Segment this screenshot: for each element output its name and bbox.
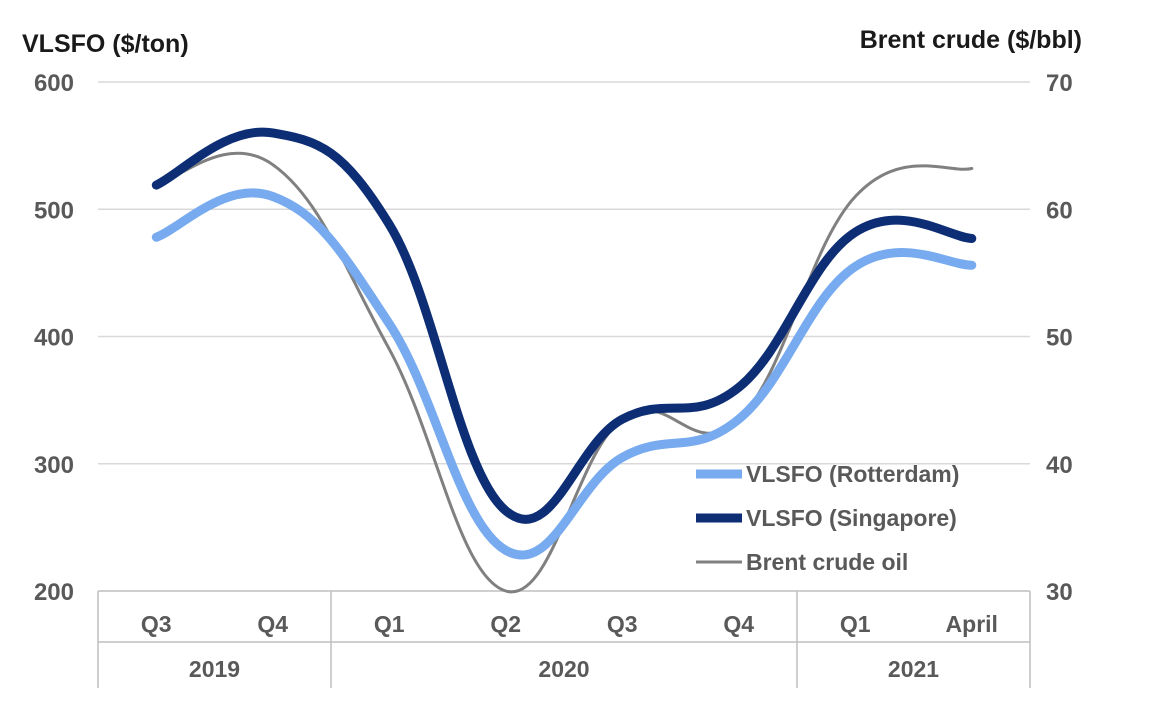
category-label: Q1 bbox=[374, 611, 405, 637]
category-label: Q3 bbox=[141, 611, 172, 637]
legend-label: Brent crude oil bbox=[746, 549, 908, 575]
year-label: 2019 bbox=[189, 656, 240, 682]
category-label: Q1 bbox=[840, 611, 871, 637]
legend-label: VLSFO (Singapore) bbox=[746, 505, 957, 531]
right-tick-label: 40 bbox=[1046, 452, 1073, 479]
right-tick-label: 70 bbox=[1046, 70, 1073, 97]
category-label: Q2 bbox=[490, 611, 521, 637]
category-label: Q3 bbox=[607, 611, 638, 637]
series-line-0 bbox=[151, 188, 977, 560]
left-axis-ticks: 200 300 400 500 600 bbox=[34, 70, 74, 606]
series-lines bbox=[151, 127, 977, 594]
left-tick-label: 400 bbox=[34, 325, 74, 352]
left-tick-label: 500 bbox=[34, 197, 74, 224]
legend: VLSFO (Rotterdam) VLSFO (Singapore) Brent … bbox=[696, 461, 959, 575]
legend-label: VLSFO (Rotterdam) bbox=[746, 461, 959, 487]
category-label: April bbox=[946, 611, 998, 637]
series-line-1 bbox=[151, 127, 977, 524]
left-tick-label: 200 bbox=[34, 579, 74, 606]
category-axis-frame bbox=[97, 590, 1031, 688]
left-axis-title: VLSFO ($/ton) bbox=[22, 30, 189, 58]
year-group-labels: 2019 2020 2021 bbox=[189, 656, 939, 682]
category-labels: Q3 Q4 Q1 Q2 Q3 Q4 Q1 April bbox=[141, 611, 998, 637]
right-tick-label: 60 bbox=[1046, 197, 1073, 224]
right-tick-label: 30 bbox=[1046, 579, 1073, 606]
year-label: 2020 bbox=[538, 656, 589, 682]
right-axis-ticks: 30 40 50 60 70 bbox=[1046, 70, 1073, 606]
right-axis-title: Brent crude ($/bbl) bbox=[860, 26, 1082, 54]
right-tick-label: 50 bbox=[1046, 325, 1073, 352]
category-label: Q4 bbox=[723, 611, 754, 637]
year-label: 2021 bbox=[888, 656, 939, 682]
gridlines bbox=[98, 81, 1030, 465]
left-tick-label: 300 bbox=[34, 452, 74, 479]
category-label: Q4 bbox=[257, 611, 288, 637]
left-tick-label: 600 bbox=[34, 70, 74, 97]
